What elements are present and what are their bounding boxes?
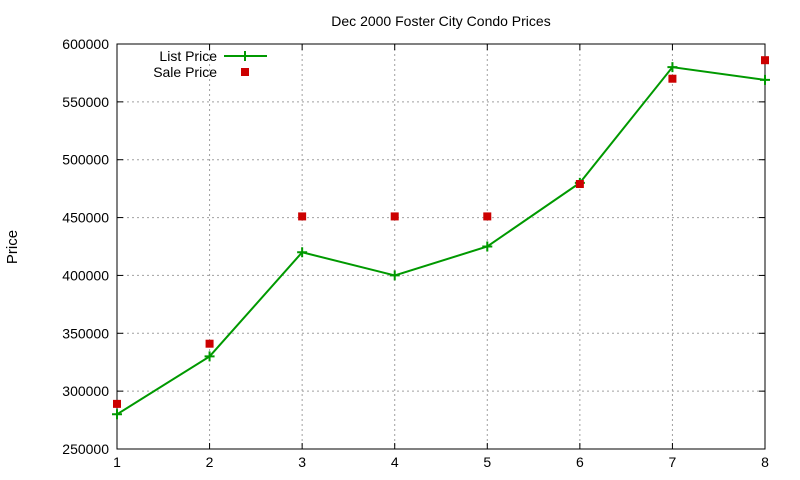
data-point-square	[113, 399, 121, 408]
x-tick-label: 7	[669, 454, 677, 470]
data-point-square	[298, 212, 307, 221]
x-tick-label: 1	[113, 454, 121, 470]
y-tick-label: 600000	[62, 36, 109, 52]
data-point-square	[575, 180, 584, 189]
plot-frame	[116, 43, 766, 450]
data-point-square	[205, 339, 214, 348]
data-point-cross	[760, 74, 770, 85]
data-point-square	[668, 74, 677, 83]
grid	[117, 44, 765, 449]
legend-label: Sale Price	[153, 64, 217, 80]
chart-title: Dec 2000 Foster City Condo Prices	[331, 13, 550, 29]
x-tick-label: 2	[206, 454, 214, 470]
x-tick-label: 4	[391, 454, 399, 470]
series-sale-price	[113, 56, 769, 408]
legend-square-swatch	[241, 68, 249, 76]
series-layer	[112, 56, 770, 420]
data-point-square	[483, 212, 492, 221]
y-tick-label: 400000	[62, 267, 109, 283]
x-tick-label: 3	[298, 454, 306, 470]
data-point-square	[761, 56, 769, 65]
x-tick-label: 6	[576, 454, 584, 470]
series-list-price	[112, 62, 770, 420]
data-point-cross	[112, 409, 122, 420]
y-tick-label: 250000	[62, 441, 109, 457]
y-axis-label: Price	[4, 230, 21, 264]
y-tick-label: 450000	[62, 210, 109, 226]
data-point-cross	[204, 351, 215, 362]
data-point-cross	[389, 270, 400, 281]
x-tick-label: 5	[483, 454, 491, 470]
y-tick-label: 550000	[62, 94, 109, 110]
legend-cross-swatch	[240, 51, 250, 61]
y-tick-label: 500000	[62, 152, 109, 168]
axis-ticks: 1 2 3 4 5 6 7 8 250000 300000 350000 400000 450000 50…	[62, 36, 769, 470]
series-line	[116, 66, 766, 416]
y-tick-label: 350000	[62, 325, 109, 341]
legend-label: List Price	[159, 48, 217, 64]
data-point-cross	[297, 247, 308, 258]
data-point-cross	[667, 62, 678, 73]
x-tick-label: 8	[761, 454, 769, 470]
data-point-cross	[482, 241, 493, 252]
y-tick-label: 300000	[62, 383, 109, 399]
data-point-square	[390, 212, 399, 221]
